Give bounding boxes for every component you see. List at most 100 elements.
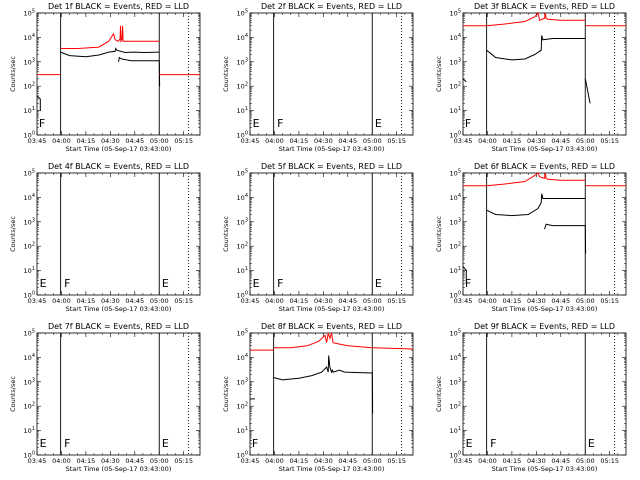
y-axis-label: Counts/sec: [9, 216, 17, 252]
y-tick-label: 105: [237, 329, 248, 338]
panel-title: Det 2f BLACK = Events, RED = LLD: [261, 2, 402, 11]
state-flag-label: E: [162, 277, 169, 290]
x-tick-label: 05:15: [387, 137, 406, 145]
x-tick-label: 04:15: [77, 137, 96, 145]
y-tick-label: 104: [237, 193, 248, 202]
y-axis-label: Counts/sec: [222, 216, 230, 252]
x-tick-label: 04:30: [101, 137, 120, 145]
y-axis-label: Counts/sec: [222, 376, 230, 412]
plot-frame: [36, 172, 201, 296]
state-flag-label: E: [375, 117, 382, 130]
x-tick-label: 04:15: [290, 137, 309, 145]
state-flag-label: E: [40, 277, 47, 290]
x-axis-label: Start Time (05-Sep-17 03:43:00): [492, 465, 598, 473]
x-tick-label: 05:00: [576, 137, 595, 145]
events-series-line: [544, 223, 587, 254]
x-tick-label: 05:15: [174, 137, 193, 145]
state-flag-label: E: [162, 437, 169, 450]
y-tick-label: 103: [24, 377, 35, 386]
x-tick-label: 05:15: [387, 297, 406, 305]
x-tick-label: 03:45: [454, 137, 473, 145]
events-series-line: [462, 265, 467, 284]
detector-panel: Det 5f BLACK = Events, RED = LLD 100 101 10…: [222, 162, 414, 313]
y-tick-label: 104: [24, 193, 35, 202]
state-flag-label: E: [253, 277, 260, 290]
state-flag-label: F: [277, 117, 283, 130]
x-tick-label: 04:00: [478, 137, 497, 145]
detector-panel: Det 7f BLACK = Events, RED = LLD 100 101 10…: [9, 322, 201, 473]
x-tick-label: 04:15: [77, 297, 96, 305]
x-tick-label: 04:15: [503, 457, 522, 465]
x-axis-label: Start Time (05-Sep-17 03:43:00): [66, 145, 172, 153]
x-tick-label: 03:45: [241, 457, 260, 465]
detector-panel: Det 4f BLACK = Events, RED = LLD 100 101 10…: [9, 162, 201, 313]
x-tick-label: 04:45: [551, 457, 570, 465]
state-flag-label: F: [490, 437, 496, 450]
y-tick-label: 102: [237, 402, 248, 411]
x-tick-label: 05:00: [150, 457, 169, 465]
x-tick-label: 04:45: [551, 297, 570, 305]
events-series-line: [462, 78, 467, 83]
y-tick-label: 101: [237, 426, 248, 435]
panel-title: Det 8f BLACK = Events, RED = LLD: [261, 322, 402, 331]
y-tick-label: 100: [237, 131, 248, 140]
x-tick-label: 03:45: [241, 137, 260, 145]
x-tick-label: 03:45: [241, 297, 260, 305]
y-tick-label: 103: [237, 377, 248, 386]
y-tick-label: 104: [24, 353, 35, 362]
x-tick-label: 04:30: [314, 457, 333, 465]
x-tick-label: 03:45: [454, 297, 473, 305]
y-tick-label: 101: [237, 106, 248, 115]
detector-panel: Det 2f BLACK = Events, RED = LLD 100 101 10…: [222, 2, 414, 153]
events-series-line: [584, 78, 591, 104]
x-tick-label: 04:00: [478, 457, 497, 465]
y-axis-label: Counts/sec: [435, 376, 443, 412]
y-tick-label: 104: [24, 33, 35, 42]
lld-series-line: [486, 11, 586, 27]
x-tick-label: 04:45: [551, 137, 570, 145]
y-tick-label: 103: [450, 377, 461, 386]
y-tick-label: 104: [450, 193, 461, 202]
plot-frame: [462, 172, 627, 296]
x-tick-label: 04:30: [527, 137, 546, 145]
x-tick-label: 05:15: [387, 457, 406, 465]
panel-title: Det 9f BLACK = Events, RED = LLD: [474, 322, 615, 331]
x-tick-label: 05:00: [363, 137, 382, 145]
x-tick-label: 03:45: [28, 137, 47, 145]
y-tick-label: 103: [450, 217, 461, 226]
y-tick-label: 102: [237, 242, 248, 251]
y-axis-label: Counts/sec: [435, 56, 443, 92]
x-tick-label: 05:00: [150, 137, 169, 145]
state-flag-label: E: [253, 117, 260, 130]
y-tick-label: 103: [24, 57, 35, 66]
y-tick-label: 100: [450, 451, 461, 460]
x-tick-label: 05:15: [600, 297, 619, 305]
y-axis-label: Counts/sec: [9, 56, 17, 92]
x-tick-label: 03:45: [28, 457, 47, 465]
x-tick-label: 04:15: [503, 137, 522, 145]
x-tick-label: 04:00: [265, 137, 284, 145]
y-tick-label: 103: [237, 217, 248, 226]
x-axis-label: Start Time (05-Sep-17 03:43:00): [66, 465, 172, 473]
y-tick-label: 100: [237, 451, 248, 460]
state-flag-label: F: [277, 277, 283, 290]
y-tick-label: 101: [450, 426, 461, 435]
x-tick-label: 04:00: [52, 457, 71, 465]
x-tick-label: 04:30: [527, 297, 546, 305]
detector-panel: Det 6f BLACK = Events, RED = LLD 100 101 10…: [435, 162, 627, 313]
y-tick-label: 104: [237, 33, 248, 42]
y-tick-label: 105: [237, 169, 248, 178]
y-tick-label: 102: [450, 82, 461, 91]
events-series-line: [486, 193, 586, 217]
y-tick-label: 100: [450, 291, 461, 300]
state-flag-label: F: [465, 277, 471, 290]
detector-panel: Det 8f BLACK = Events, RED = LLD 100 101 10…: [222, 322, 414, 473]
x-tick-label: 04:45: [125, 297, 144, 305]
y-tick-label: 105: [450, 329, 461, 338]
panel-title: Det 6f BLACK = Events, RED = LLD: [474, 162, 615, 171]
x-tick-label: 04:15: [290, 297, 309, 305]
events-series-line: [36, 95, 41, 111]
x-axis-label: Start Time (05-Sep-17 03:43:00): [66, 305, 172, 313]
x-tick-label: 04:30: [527, 457, 546, 465]
